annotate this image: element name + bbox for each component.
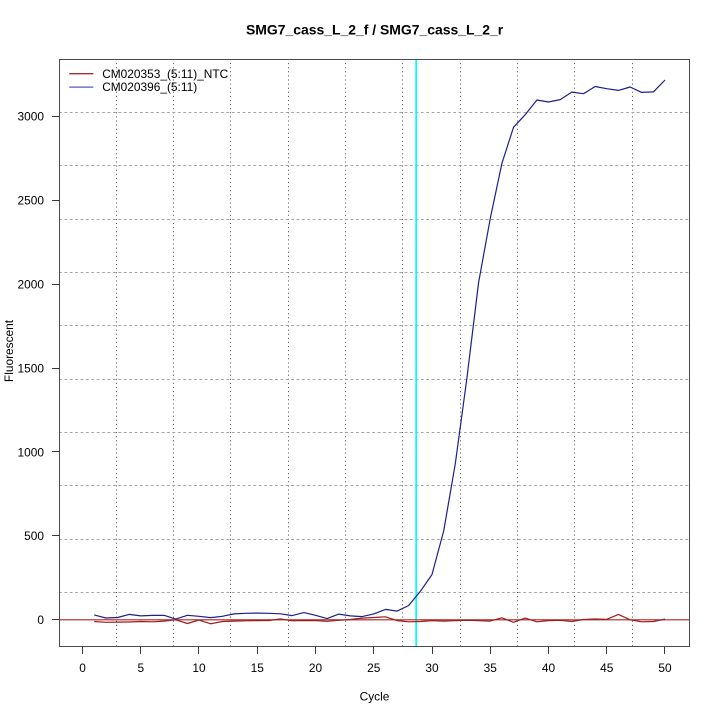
- svg-text:3000: 3000: [18, 110, 45, 124]
- svg-text:30: 30: [425, 661, 439, 675]
- svg-text:1500: 1500: [18, 361, 45, 375]
- svg-text:35: 35: [484, 661, 498, 675]
- svg-text:0: 0: [79, 661, 86, 675]
- svg-text:2500: 2500: [18, 194, 45, 208]
- svg-text:CM020396_(5:11): CM020396_(5:11): [102, 80, 197, 94]
- svg-text:Fluorescent: Fluorescent: [2, 319, 16, 382]
- svg-text:45: 45: [600, 661, 614, 675]
- svg-text:40: 40: [542, 661, 556, 675]
- svg-text:500: 500: [24, 529, 44, 543]
- svg-text:25: 25: [367, 661, 381, 675]
- svg-text:20: 20: [309, 661, 323, 675]
- svg-text:5: 5: [137, 661, 144, 675]
- svg-text:2000: 2000: [18, 277, 45, 291]
- svg-text:1000: 1000: [18, 445, 45, 459]
- svg-text:SMG7_cass_L_2_f / SMG7_cass_L_: SMG7_cass_L_2_f / SMG7_cass_L_2_r: [246, 21, 504, 37]
- svg-text:10: 10: [192, 661, 206, 675]
- svg-text:0: 0: [37, 613, 44, 627]
- svg-text:CM020353_(5:11)_NTC: CM020353_(5:11)_NTC: [102, 67, 228, 81]
- svg-text:50: 50: [658, 661, 672, 675]
- svg-text:Cycle: Cycle: [360, 690, 390, 704]
- svg-text:15: 15: [251, 661, 265, 675]
